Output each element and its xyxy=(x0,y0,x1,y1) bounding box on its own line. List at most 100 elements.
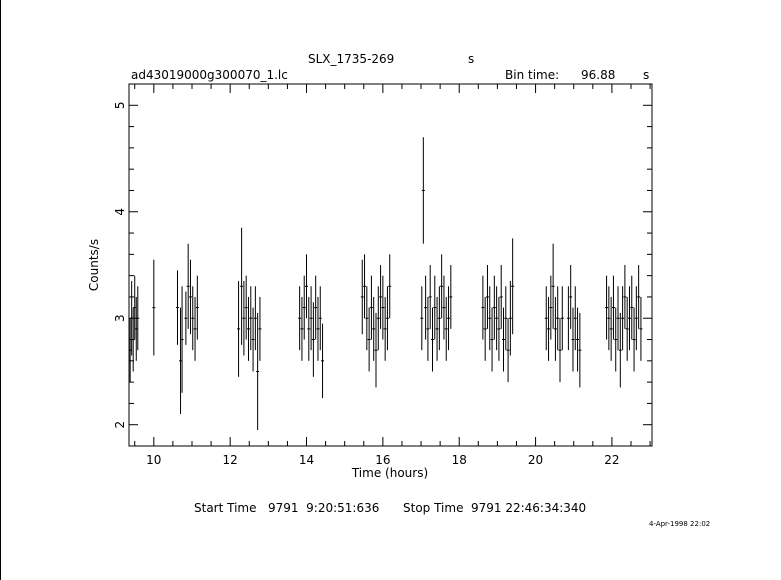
data-point xyxy=(553,296,557,361)
x-tick-label: 12 xyxy=(223,453,238,467)
data-point xyxy=(609,296,613,361)
data-point xyxy=(492,275,496,340)
data-point xyxy=(258,296,262,361)
x-tick-labels: 10 12 14 16 18 20 22 xyxy=(146,453,619,467)
data-point xyxy=(314,275,318,340)
data-point xyxy=(578,312,582,388)
data-point xyxy=(544,286,548,351)
data-point xyxy=(379,265,383,329)
data-point xyxy=(249,286,253,351)
data-point xyxy=(490,307,494,372)
data-point xyxy=(449,265,453,329)
stop-time-label: Stop Time xyxy=(403,501,464,515)
bin-time-value: 96.88 xyxy=(581,68,616,82)
data-point xyxy=(376,286,380,351)
y-tick-label: 3 xyxy=(113,314,127,322)
data-point xyxy=(175,270,179,345)
y-tick-label: 5 xyxy=(113,101,127,109)
data-point xyxy=(573,286,577,351)
data-point xyxy=(558,318,562,383)
data-point xyxy=(632,307,636,372)
data-point xyxy=(630,275,634,340)
data-point xyxy=(442,275,446,340)
start-time-label: Start Time xyxy=(194,501,257,515)
data-point xyxy=(195,275,199,340)
data-point xyxy=(607,286,611,351)
data-point xyxy=(237,280,241,377)
data-point xyxy=(621,286,625,351)
data-point xyxy=(497,296,501,361)
data-point xyxy=(495,286,499,351)
data-point xyxy=(440,254,444,319)
data-point xyxy=(547,296,551,361)
data-point xyxy=(360,259,364,335)
data-point xyxy=(488,286,492,351)
data-point xyxy=(623,265,627,329)
data-point xyxy=(437,286,441,351)
data-point xyxy=(614,307,618,372)
data-point xyxy=(365,286,369,351)
date-stamp: 4-Apr-1998 22:02 xyxy=(649,520,711,528)
data-point xyxy=(240,227,244,345)
data-point xyxy=(374,312,378,388)
data-point xyxy=(625,296,629,361)
data-point xyxy=(569,265,573,329)
data-point xyxy=(421,137,425,244)
x-tick-label: 18 xyxy=(452,453,467,467)
data-point xyxy=(134,296,138,361)
data-point xyxy=(447,286,451,351)
data-point xyxy=(556,286,560,351)
bin-time-label: Bin time: xyxy=(505,68,560,82)
data-point xyxy=(560,286,564,351)
data-point xyxy=(611,275,615,340)
data-point xyxy=(605,275,609,340)
data-point xyxy=(193,296,197,361)
data-point xyxy=(300,296,304,361)
data-point xyxy=(244,275,248,340)
data-point xyxy=(130,280,134,356)
data-point xyxy=(426,296,430,361)
data-point xyxy=(188,259,192,335)
plot-frame xyxy=(128,83,653,447)
data-point xyxy=(504,286,508,351)
data-point xyxy=(186,243,190,329)
data-point xyxy=(444,296,448,361)
data-points xyxy=(128,137,643,431)
x-tick-label: 22 xyxy=(604,453,619,467)
data-point xyxy=(372,296,376,361)
x-tick-label: 20 xyxy=(528,453,543,467)
data-point xyxy=(246,296,250,361)
data-point xyxy=(152,259,156,356)
data-point xyxy=(309,286,313,351)
data-point xyxy=(298,286,302,351)
data-point xyxy=(383,296,387,361)
data-point xyxy=(305,254,309,319)
data-point xyxy=(311,302,315,377)
x-tick-label: 10 xyxy=(146,453,161,467)
data-point xyxy=(180,286,184,393)
start-time-value: 9791 9:20:51:636 xyxy=(268,501,380,515)
data-point xyxy=(634,286,638,351)
data-point xyxy=(253,286,257,351)
data-point xyxy=(430,307,434,372)
window-left-border xyxy=(0,0,1,580)
data-point xyxy=(499,265,503,329)
data-point xyxy=(511,238,515,335)
object-unit: s xyxy=(468,52,475,66)
data-point xyxy=(179,307,183,415)
data-point xyxy=(128,318,132,383)
data-point xyxy=(566,286,570,351)
data-point xyxy=(381,275,385,340)
x-axis-label: Time (hours) xyxy=(351,466,428,480)
data-point xyxy=(571,307,575,372)
data-point xyxy=(242,280,246,356)
data-point xyxy=(385,286,389,351)
data-point xyxy=(435,296,439,361)
data-point xyxy=(318,286,322,351)
data-point xyxy=(302,275,306,340)
stop-time-value: 9791 22:46:34:340 xyxy=(471,501,587,515)
data-point xyxy=(191,286,195,351)
y-tick-label: 2 xyxy=(113,421,127,429)
data-point xyxy=(424,275,428,340)
